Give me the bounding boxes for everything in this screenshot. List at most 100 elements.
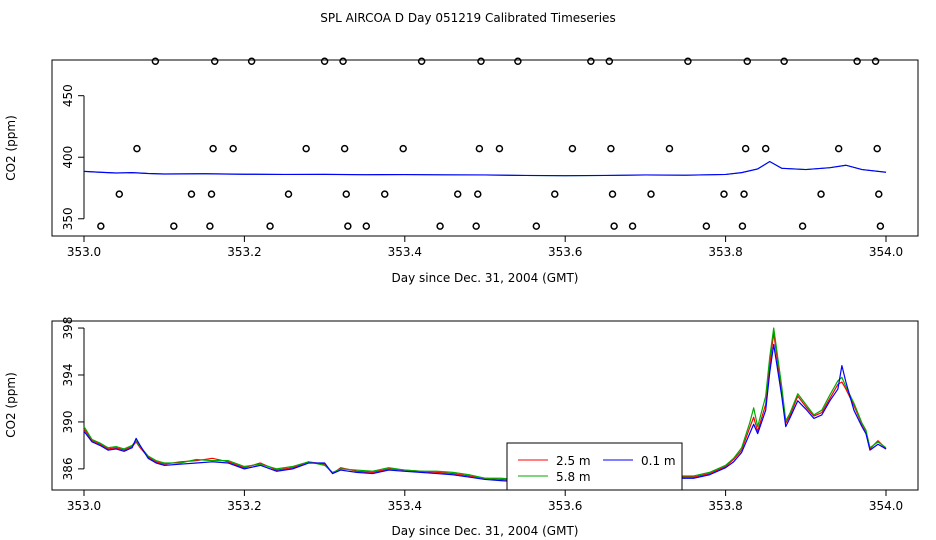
- calibration-point: [170, 222, 178, 230]
- bottom-y-axis-label: CO2 (ppm): [4, 372, 18, 438]
- calibration-point: [514, 57, 522, 65]
- legend-label-0-1m: 0.1 m: [641, 454, 676, 468]
- top-series-lines: [83, 160, 887, 177]
- calibration-point: [381, 190, 389, 198]
- bottom-series-lines: [83, 327, 887, 483]
- calibration-point: [339, 57, 347, 65]
- calibration-point: [495, 144, 504, 153]
- calibration-point: [247, 57, 256, 65]
- calibration-point: [472, 222, 480, 230]
- calibration-point: [266, 222, 274, 230]
- bottom-x-axis: 353.0 353.2 353.4 353.6 353.8 354.0: [67, 489, 903, 513]
- calibration-point: [665, 144, 674, 153]
- calibration-point: [605, 57, 614, 65]
- top-panel: 353.0 353.2 353.4 353.6 353.8 354.0 350 400 450…: [4, 57, 919, 285]
- calibration-point: [362, 222, 371, 230]
- calibration-point: [399, 144, 407, 153]
- calibration-point: [342, 190, 351, 198]
- calibration-point: [702, 222, 711, 230]
- y-tick-label: 350: [61, 207, 75, 230]
- top-plot-frame: [51, 59, 919, 237]
- calibration-point: [453, 190, 462, 198]
- top-calibration-points: [97, 57, 885, 230]
- x-tick-label: 353.2: [227, 245, 261, 259]
- x-tick-label: 353.8: [708, 499, 742, 513]
- x-tick-label: 353.6: [548, 245, 582, 259]
- calibration-point: [302, 144, 310, 153]
- calibration-point: [436, 222, 444, 230]
- legend-label-2-5m: 2.5 m: [556, 454, 591, 468]
- calibration-point: [628, 222, 637, 230]
- calibration-point: [229, 144, 237, 153]
- calibration-point: [647, 190, 655, 198]
- calibration-point: [97, 222, 105, 230]
- calibration-point: [187, 190, 196, 198]
- calibration-point: [532, 222, 541, 230]
- calibration-point: [133, 144, 141, 153]
- calibration-point: [417, 57, 426, 65]
- calibration-point: [738, 222, 747, 230]
- calibration-point: [551, 190, 559, 198]
- calibration-point: [817, 190, 825, 198]
- calibration-point: [875, 190, 883, 198]
- y-tick-label: 390: [61, 410, 75, 433]
- series-line-0-1-m: [83, 343, 887, 483]
- top-x-axis-label: Day since Dec. 31, 2004 (GMT): [392, 271, 579, 285]
- calibration-point: [684, 57, 692, 65]
- x-tick-label: 353.0: [67, 245, 101, 259]
- calibration-point: [834, 144, 843, 153]
- bottom-x-axis-label: Day since Dec. 31, 2004 (GMT): [392, 524, 579, 538]
- x-tick-label: 353.0: [67, 499, 101, 513]
- calibration-point: [474, 190, 482, 198]
- bottom-y-axis: 386 390 394 398: [61, 317, 85, 480]
- calibration-point: [853, 57, 861, 65]
- y-tick-label: 398: [61, 317, 75, 340]
- calibration-point: [115, 190, 124, 198]
- x-tick-label: 353.6: [548, 499, 582, 513]
- x-tick-label: 354.0: [869, 499, 903, 513]
- y-tick-label: 394: [61, 364, 75, 387]
- calibration-point: [284, 190, 293, 198]
- y-tick-label: 400: [61, 146, 75, 169]
- calibration-point: [340, 144, 349, 153]
- calibration-point: [741, 144, 750, 153]
- calibration-point: [607, 144, 615, 153]
- x-tick-label: 353.4: [388, 245, 422, 259]
- top-y-axis: 350 400 450: [61, 84, 85, 230]
- calibration-point: [743, 57, 752, 65]
- y-tick-label: 386: [61, 457, 75, 480]
- calibration-point: [610, 222, 618, 230]
- x-tick-label: 354.0: [869, 245, 903, 259]
- calibration-point: [608, 190, 617, 198]
- top-y-axis-label: CO2 (ppm): [4, 115, 18, 181]
- calibration-point: [871, 57, 880, 65]
- bottom-panel: 353.0 353.2 353.4 353.6 353.8 354.0 386 390 394…: [4, 317, 919, 538]
- calibration-point: [475, 144, 484, 153]
- calibration-point: [876, 222, 885, 230]
- legend-box: [506, 442, 683, 491]
- x-tick-label: 353.2: [227, 499, 261, 513]
- calibration-point: [780, 57, 788, 65]
- calibration-point: [209, 144, 217, 153]
- x-tick-label: 353.8: [708, 245, 742, 259]
- calibration-point: [477, 57, 485, 65]
- calibration-point: [568, 144, 577, 153]
- x-tick-label: 353.4: [388, 499, 422, 513]
- calibration-point: [798, 222, 807, 230]
- legend: 2.5 m 0.1 m 5.8 m: [506, 442, 683, 491]
- calibration-point: [344, 222, 352, 230]
- figure-title: SPL AIRCOA D Day 051219 Calibrated Times…: [320, 11, 615, 25]
- calibration-point: [210, 57, 219, 65]
- y-tick-label: 450: [61, 84, 75, 107]
- calibration-point: [720, 190, 728, 198]
- top-series-line-blue: [83, 160, 887, 177]
- calibration-point: [151, 57, 160, 65]
- top-x-axis: 353.0 353.2 353.4 353.6 353.8 354.0: [67, 235, 903, 259]
- calibration-point: [740, 190, 748, 198]
- calibration-point: [587, 57, 595, 65]
- calibration-point: [873, 144, 881, 153]
- legend-label-5-8m: 5.8 m: [556, 470, 591, 484]
- calibration-point: [207, 190, 216, 198]
- calibration-point: [761, 144, 770, 153]
